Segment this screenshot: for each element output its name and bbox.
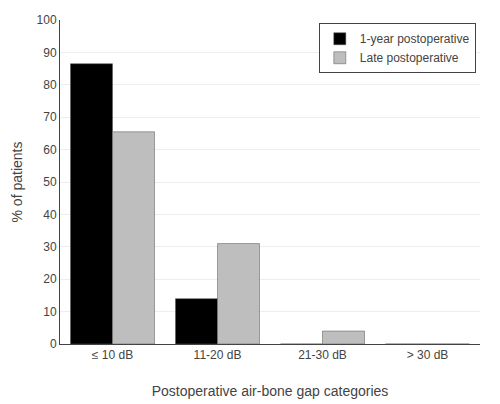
svg-text:% of patients: % of patients (9, 142, 25, 223)
svg-text:Postoperative air-bone gap cat: Postoperative air-bone gap categories (152, 383, 389, 399)
svg-text:≤ 10 dB: ≤ 10 dB (92, 348, 133, 362)
svg-text:80: 80 (43, 78, 57, 92)
svg-text:Late postoperative: Late postoperative (360, 51, 459, 65)
svg-text:90: 90 (43, 46, 57, 60)
svg-text:50: 50 (43, 175, 57, 189)
svg-text:70: 70 (43, 110, 57, 124)
svg-text:30: 30 (43, 240, 57, 254)
svg-text:60: 60 (43, 143, 57, 157)
svg-text:0: 0 (50, 337, 57, 351)
svg-text:10: 10 (43, 305, 57, 319)
svg-text:21-30 dB: 21-30 dB (298, 348, 347, 362)
svg-text:11-20 dB: 11-20 dB (194, 348, 242, 362)
svg-text:> 30 dB: > 30 dB (407, 348, 449, 362)
svg-text:100: 100 (37, 13, 57, 27)
svg-text:20: 20 (43, 272, 57, 286)
svg-text:40: 40 (43, 208, 57, 222)
svg-text:1-year postoperative: 1-year postoperative (360, 32, 470, 46)
